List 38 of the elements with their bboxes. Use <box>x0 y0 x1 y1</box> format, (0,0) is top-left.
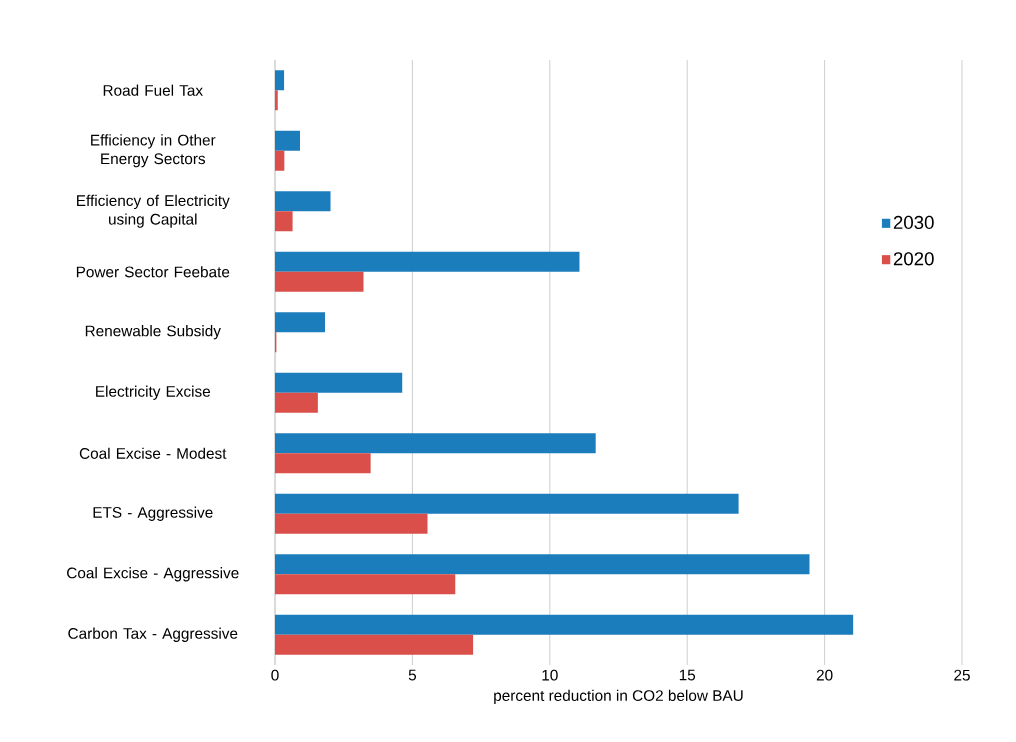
bar <box>275 634 474 655</box>
bar <box>275 90 278 111</box>
x-tick-label: 15 <box>679 669 696 681</box>
bar <box>275 191 331 212</box>
y-tick-label: Electricity Excise <box>96 385 211 400</box>
y-tick-label: Power Sector Feebate <box>76 266 230 278</box>
bar <box>275 574 456 595</box>
bar <box>275 513 428 534</box>
bar <box>275 433 596 454</box>
bar <box>275 372 403 393</box>
legend-label: 2020 <box>893 252 934 266</box>
bar <box>275 150 285 171</box>
x-tick-label: 5 <box>408 669 417 681</box>
bar <box>275 493 739 514</box>
bar <box>275 614 854 635</box>
x-tick-label: 10 <box>542 669 558 681</box>
bar <box>275 211 293 232</box>
x-axis-title: percent reduction in CO2 below BAU <box>494 689 743 705</box>
x-tick-label: 20 <box>816 669 833 681</box>
y-tick-label: Efficiency of Electricity using Capital <box>77 194 230 228</box>
y-tick-label: Coal Excise - Modest <box>79 447 227 459</box>
bar <box>275 453 371 474</box>
y-tick-label: Coal Excise - Aggressive <box>67 567 239 582</box>
bar <box>275 271 364 292</box>
y-tick-label: Renewable Subsidy <box>85 325 221 340</box>
bar <box>275 312 326 333</box>
bar <box>275 554 810 575</box>
x-tick-label: 0 <box>271 669 279 681</box>
y-tick-label: ETS - Aggressive <box>93 506 213 521</box>
bar <box>275 130 301 151</box>
bar <box>275 251 580 272</box>
y-tick-label: Carbon Tax - Aggressive <box>68 627 238 642</box>
bar <box>275 392 318 413</box>
x-tick-label: 25 <box>954 669 970 681</box>
bar <box>275 70 285 91</box>
y-tick-label: Efficiency in Other Energy Sectors <box>91 134 216 168</box>
y-tick-label: Road Fuel Tax <box>103 84 203 96</box>
legend-label: 2030 <box>893 215 934 230</box>
